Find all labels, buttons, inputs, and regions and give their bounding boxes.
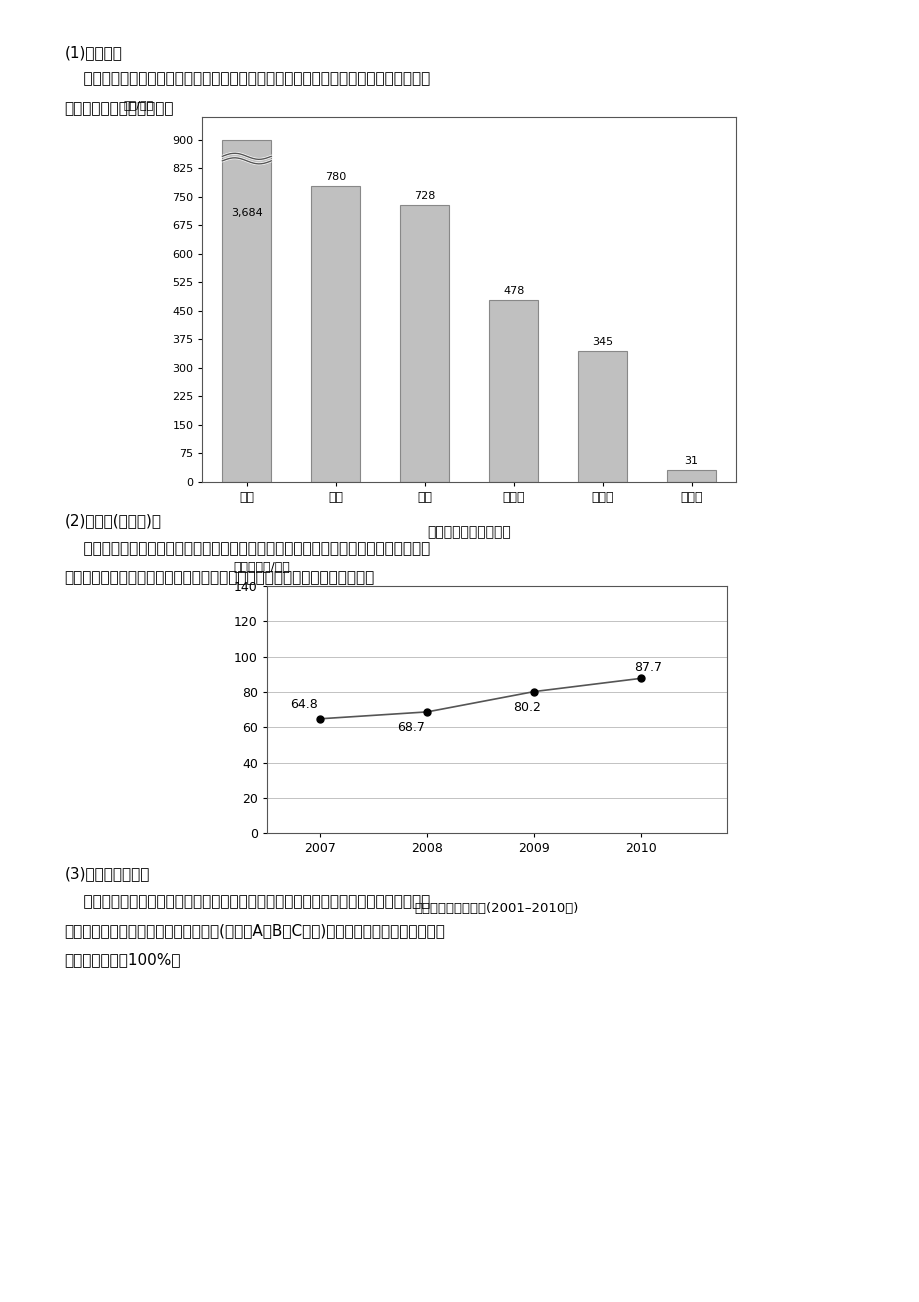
Text: 平行于各底边的线，并相交于对应边上(如图中A、B、C三点)。最后读出各交点的数据，并: 平行于各底边的线，并相交于对应边上(如图中A、B、C三点)。最后读出各交点的数据… bbox=[64, 923, 445, 939]
Bar bbox=[400, 206, 448, 482]
Text: 345: 345 bbox=[592, 337, 612, 346]
Text: 根据线状统计符号的大体走向，分析统计对象的量值随时间或空间连续变化的规律，要: 根据线状统计符号的大体走向，分析统计对象的量值随时间或空间连续变化的规律，要 bbox=[64, 542, 430, 557]
Text: (2)曲线图(折线图)。: (2)曲线图(折线图)。 bbox=[64, 513, 161, 529]
Text: 3,684: 3,684 bbox=[231, 208, 263, 219]
Text: 64.8: 64.8 bbox=[289, 698, 317, 711]
Text: 检验其和是否为100%。: 检验其和是否为100%。 bbox=[64, 952, 181, 967]
Bar bbox=[311, 186, 360, 482]
Y-axis label: 年末总人口/万人: 年末总人口/万人 bbox=[233, 561, 290, 573]
Text: 31: 31 bbox=[684, 456, 698, 466]
Text: 特别注意曲线统计图中的高峰或低谷，折线图中明显的转折点。如下图所示。: 特别注意曲线统计图中的高峰或低谷，折线图中明显的转折点。如下图所示。 bbox=[64, 570, 374, 586]
Text: 478: 478 bbox=[503, 286, 524, 297]
Text: 728: 728 bbox=[414, 191, 435, 202]
Text: 780: 780 bbox=[324, 172, 346, 182]
Text: (3)三角形统计图。: (3)三角形统计图。 bbox=[64, 866, 150, 881]
Bar bbox=[489, 301, 538, 482]
Text: 68.7: 68.7 bbox=[396, 721, 424, 734]
Title: 某地人口增长折线图(2001–2010年): 某地人口增长折线图(2001–2010年) bbox=[414, 901, 578, 914]
Text: 存在的差异。如下图所示。: 存在的差异。如下图所示。 bbox=[64, 102, 174, 117]
Text: (1)柱状图。: (1)柱状图。 bbox=[64, 46, 122, 61]
Text: 87.7: 87.7 bbox=[633, 661, 662, 674]
Text: 首先明确三边就是三个方向的坐标轴。然后，过图中的点沿各坐标轴数值增大的方向作: 首先明确三边就是三个方向的坐标轴。然后，过图中的点沿各坐标轴数值增大的方向作 bbox=[64, 894, 430, 910]
Text: 80.2: 80.2 bbox=[513, 700, 540, 713]
Text: 对应坐标轴分别判读每一短柱对应的数值，然后进行不同短柱之间的数值对比，分析其: 对应坐标轴分别判读每一短柱对应的数值，然后进行不同短柱之间的数值对比，分析其 bbox=[64, 72, 430, 87]
Bar bbox=[577, 350, 627, 482]
Bar bbox=[222, 141, 271, 482]
Bar bbox=[666, 470, 715, 482]
Y-axis label: 人口/百万: 人口/百万 bbox=[123, 100, 153, 109]
Title: 世界各大洲人口柱状图: 世界各大洲人口柱状图 bbox=[426, 525, 511, 539]
